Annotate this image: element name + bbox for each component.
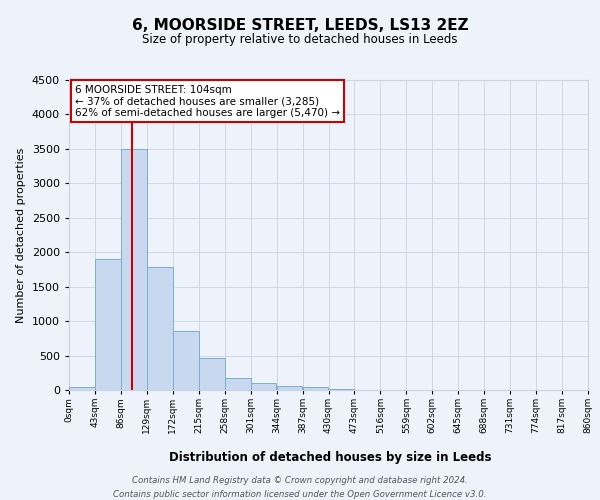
Bar bbox=[199, 358, 224, 390]
Text: 6, MOORSIDE STREET, LEEDS, LS13 2EZ: 6, MOORSIDE STREET, LEEDS, LS13 2EZ bbox=[131, 18, 469, 32]
Bar bbox=[251, 383, 277, 390]
Bar bbox=[147, 268, 173, 390]
Bar bbox=[173, 332, 199, 390]
Text: Size of property relative to detached houses in Leeds: Size of property relative to detached ho… bbox=[142, 32, 458, 46]
Text: 6 MOORSIDE STREET: 104sqm
← 37% of detached houses are smaller (3,285)
62% of se: 6 MOORSIDE STREET: 104sqm ← 37% of detac… bbox=[75, 84, 340, 118]
Bar bbox=[121, 149, 147, 390]
Bar bbox=[277, 386, 302, 390]
Bar bbox=[302, 387, 328, 390]
Text: Contains HM Land Registry data © Crown copyright and database right 2024.
Contai: Contains HM Land Registry data © Crown c… bbox=[113, 476, 487, 498]
Bar bbox=[69, 387, 95, 390]
Bar bbox=[329, 388, 355, 390]
Bar bbox=[95, 259, 121, 390]
Y-axis label: Number of detached properties: Number of detached properties bbox=[16, 148, 26, 322]
Bar bbox=[225, 378, 251, 390]
Text: Distribution of detached houses by size in Leeds: Distribution of detached houses by size … bbox=[169, 451, 491, 464]
